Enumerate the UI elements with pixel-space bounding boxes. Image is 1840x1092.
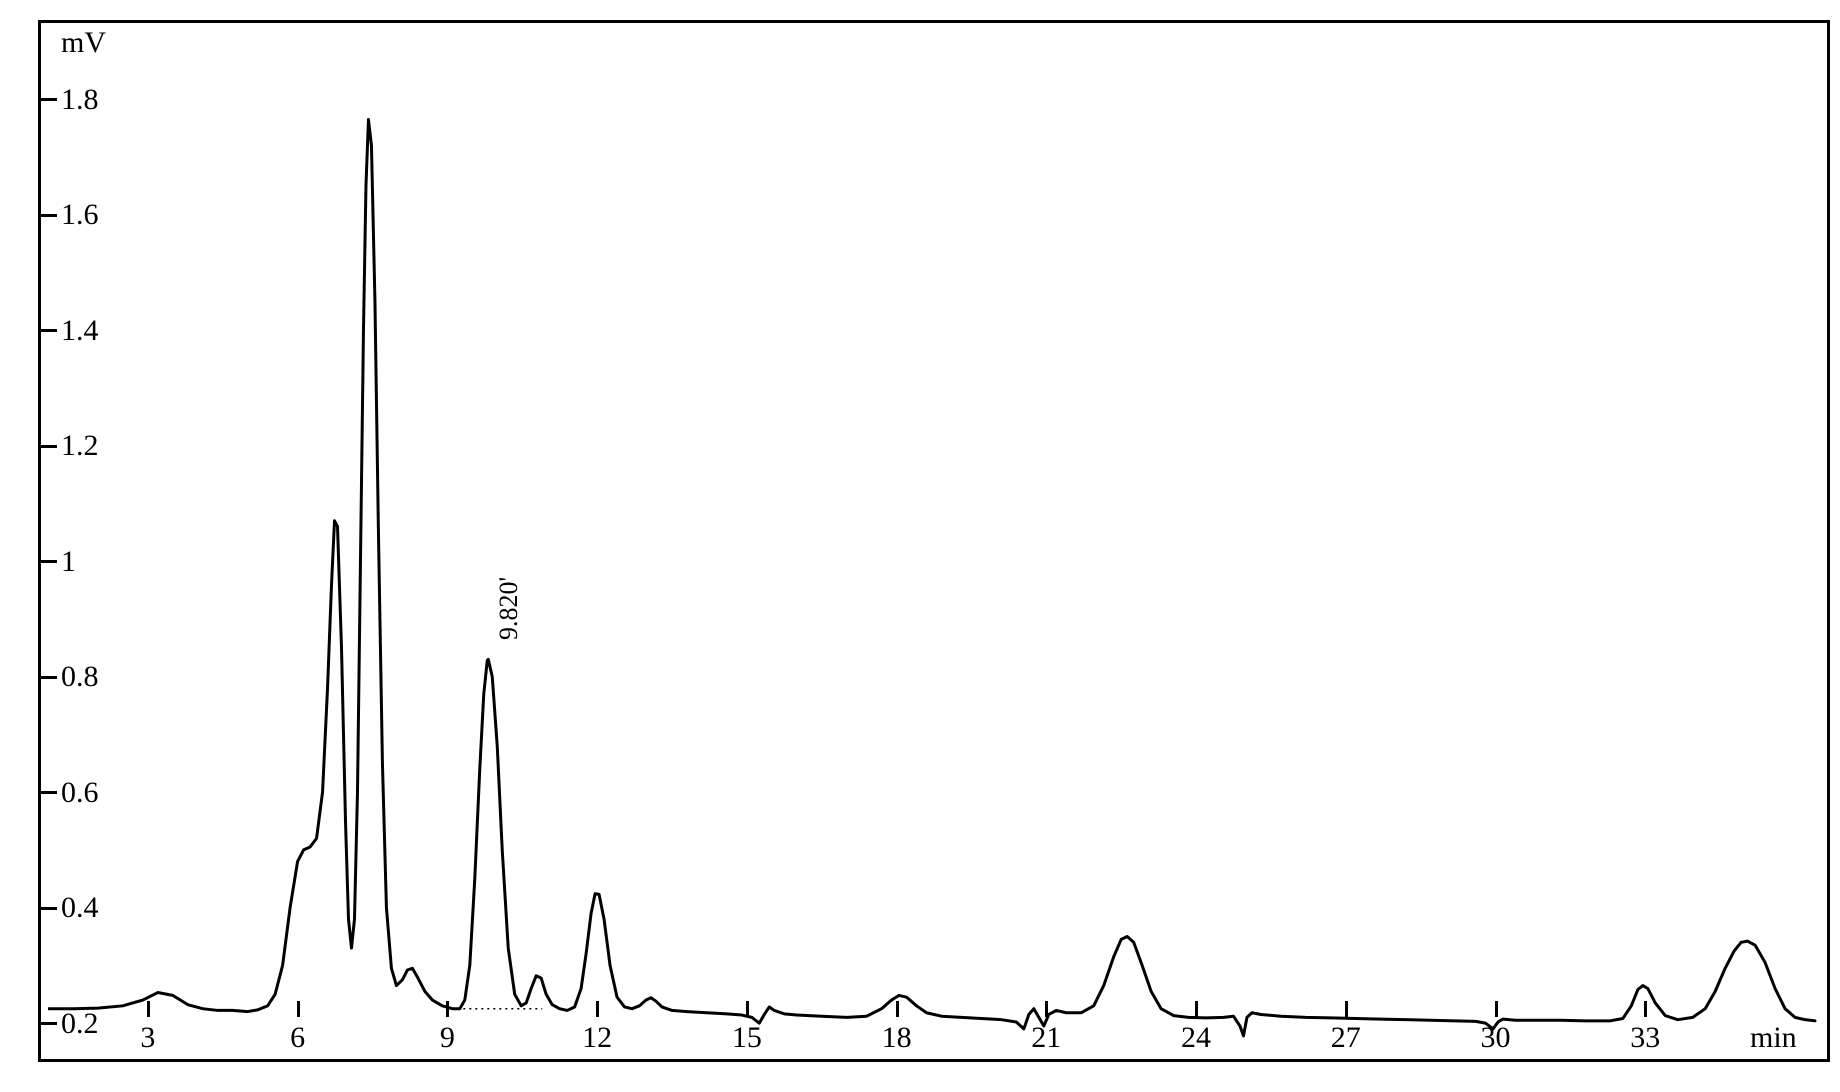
y-tick xyxy=(41,791,57,794)
x-tick-label: 21 xyxy=(1031,1021,1061,1055)
y-tick xyxy=(41,98,57,101)
x-tick xyxy=(1345,1001,1348,1017)
y-tick xyxy=(41,1022,57,1025)
y-tick xyxy=(41,214,57,217)
y-tick-label: 1.4 xyxy=(61,314,99,348)
x-tick xyxy=(596,1001,599,1017)
peak-label: 9.820' xyxy=(494,577,524,640)
y-tick-label: 0.4 xyxy=(61,891,99,925)
x-tick xyxy=(297,1001,300,1017)
x-tick-label: 3 xyxy=(140,1021,155,1055)
x-tick xyxy=(1644,1001,1647,1017)
x-tick xyxy=(746,1001,749,1017)
x-tick-label: 12 xyxy=(582,1021,612,1055)
y-tick-label: 1 xyxy=(61,545,76,579)
x-tick xyxy=(896,1001,899,1017)
chromatogram-trace xyxy=(48,120,1815,1036)
x-tick-label: 24 xyxy=(1181,1021,1211,1055)
y-tick-label: 0.8 xyxy=(61,660,99,694)
x-axis-unit-label: min xyxy=(1750,1021,1797,1055)
x-tick-label: 33 xyxy=(1630,1021,1660,1055)
chart-plot-area xyxy=(48,30,1820,1052)
x-tick-label: 30 xyxy=(1481,1021,1511,1055)
y-tick-label: 1.2 xyxy=(61,429,99,463)
y-tick-label: 0.2 xyxy=(61,1007,99,1041)
x-tick-label: 15 xyxy=(732,1021,762,1055)
x-tick-label: 27 xyxy=(1331,1021,1361,1055)
x-tick xyxy=(1195,1001,1198,1017)
x-tick-label: 9 xyxy=(440,1021,455,1055)
y-tick-label: 1.8 xyxy=(61,83,99,117)
x-tick xyxy=(1495,1001,1498,1017)
chromatogram-svg xyxy=(48,30,1820,1052)
x-tick-label: 18 xyxy=(882,1021,912,1055)
x-tick xyxy=(147,1001,150,1017)
y-tick xyxy=(41,560,57,563)
y-tick xyxy=(41,329,57,332)
y-tick xyxy=(41,676,57,679)
y-tick xyxy=(41,445,57,448)
y-tick xyxy=(41,907,57,910)
x-tick xyxy=(1045,1001,1048,1017)
x-tick-label: 6 xyxy=(290,1021,305,1055)
x-tick xyxy=(446,1001,449,1017)
y-tick-label: 0.6 xyxy=(61,776,99,810)
y-tick-label: 1.6 xyxy=(61,198,99,232)
y-axis-unit-label: mV xyxy=(61,26,106,60)
